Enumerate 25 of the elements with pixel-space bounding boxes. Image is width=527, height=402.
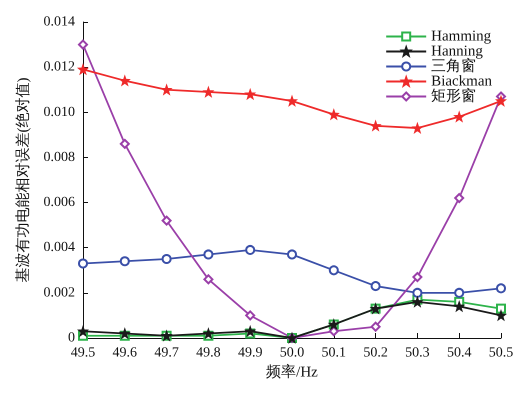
x-tick-label: 49.7 — [154, 346, 179, 360]
y-tick-label: 0.008 — [44, 150, 75, 165]
legend-label: Hanning — [431, 44, 484, 60]
x-tick-label: 50.0 — [280, 346, 304, 360]
y-tick-label: 0.012 — [44, 60, 75, 75]
y-tick-label: 0.004 — [44, 240, 75, 256]
x-tick-label: 49.9 — [238, 346, 262, 360]
y-tick-label: 0.006 — [44, 195, 75, 210]
x-tick-label: 50.5 — [488, 346, 514, 360]
legend-label: 三角窗 — [431, 58, 476, 74]
x-tick-label: 49.6 — [112, 346, 138, 360]
y-axis-title: 基波有功电能相对误差(绝对值) — [14, 78, 32, 282]
x-tick-label: 50.3 — [405, 346, 430, 360]
x-tick-label: 50.1 — [322, 346, 346, 360]
y-tick-label: 0 — [68, 330, 75, 346]
y-tick-label: 0.002 — [44, 285, 75, 300]
x-tick-label: 49.5 — [70, 346, 96, 360]
legend-label: 矩形窗 — [431, 88, 476, 104]
x-tick-label: 50.2 — [363, 346, 388, 360]
legend-label: Hamming — [431, 28, 492, 44]
x-tick-label: 49.8 — [196, 346, 221, 360]
x-axis-title: 频率/Hz — [266, 363, 318, 380]
y-tick-label: 0.010 — [44, 104, 75, 120]
x-tick-label: 50.4 — [446, 346, 472, 360]
y-tick-label: 0.014 — [44, 14, 75, 30]
